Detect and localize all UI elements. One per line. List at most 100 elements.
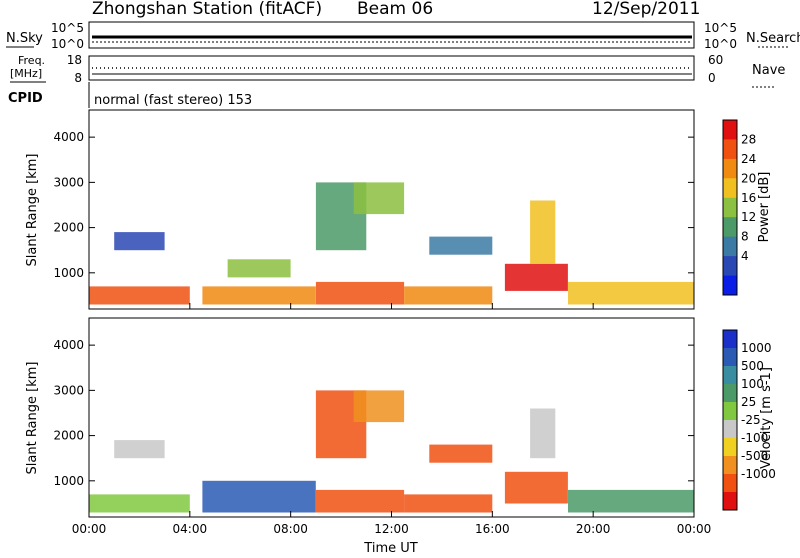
velocity-colorbar-tick-2: 100 (741, 377, 764, 391)
sky-left-tick-bottom: 10^0 (51, 37, 84, 51)
velocity-patches (89, 390, 694, 513)
power-colorbar-swatch-8 (723, 275, 737, 296)
power-x-ticks (88, 303, 695, 309)
station-title: Zhongshan Station (fitACF) (92, 0, 322, 19)
x-tick-label-6: 00:00 (677, 522, 712, 536)
velocity-patch-0 (89, 494, 190, 513)
power-colorbar-tick-6: 4 (741, 249, 749, 263)
freq-right-tick-top: 60 (708, 53, 723, 67)
power-patch-3 (227, 259, 291, 278)
power-colorbar-tick-1: 24 (741, 152, 756, 166)
velocity-colorbar-tick-3: 25 (741, 395, 756, 409)
sky-right-tick-top: 10^5 (704, 21, 737, 35)
velocity-ytick-label-1: 2000 (53, 429, 84, 443)
velocity-colorbar-tick-6: -500 (741, 449, 768, 463)
beam-label: Beam 06 (357, 0, 433, 19)
velocity-colorbar: 1000 500 100 25 -25 -100 -500 -1000 (722, 329, 776, 511)
x-tick-label-3: 12:00 (374, 522, 409, 536)
velocity-colorbar-swatch-9 (723, 492, 737, 511)
cpid-text: normal (fast stereo) 153 (94, 93, 252, 108)
power-ytick-label-3: 4000 (53, 130, 84, 144)
velocity-panel: 1000 2000 3000 4000 00:00 04:00 08:00 12:00 16:… (25, 317, 776, 536)
velocity-colorbar-swatch-0 (723, 330, 737, 349)
power-colorbar-tick-0: 28 (741, 132, 756, 146)
sky-panel: N.Sky 10^5 10^0 10^5 10^0 N.Search (6, 21, 800, 51)
x-tick-label-4: 16:00 (475, 522, 510, 536)
velocity-ytick-label-0: 1000 (53, 474, 84, 488)
power-patch-6 (353, 182, 405, 215)
power-colorbar-label: Power [dB] (757, 172, 772, 243)
velocity-colorbar-swatch-4 (723, 402, 737, 421)
velocity-colorbar-label: Velocity [m s-1] (759, 367, 774, 469)
velocity-patch-3 (315, 489, 405, 513)
velocity-colorbar-swatch-2 (723, 366, 737, 385)
velocity-colorbar-swatch-5 (723, 420, 737, 439)
velocity-patch-8 (504, 471, 568, 504)
power-patch-10 (530, 200, 556, 264)
power-patch-4 (315, 281, 405, 305)
power-colorbar-swatch-7 (723, 256, 737, 276)
freq-panel: Freq. [MHz] 18 8 60 0 Nave (10, 53, 785, 88)
power-colorbar-tick-4: 12 (741, 210, 756, 224)
power-colorbar-tick-5: 8 (741, 230, 749, 244)
power-patch-9 (504, 263, 568, 291)
power-ytick-label-1: 2000 (53, 221, 84, 235)
power-colorbar-swatch-3 (723, 178, 737, 199)
sky-right-label: N.Search (746, 31, 800, 46)
velocity-patch-6 (404, 494, 493, 513)
power-y-ticks: 1000 2000 3000 4000 (53, 130, 694, 280)
freq-left-tick-bottom: 8 (74, 71, 82, 85)
power-patch-11 (568, 281, 694, 305)
velocity-patch-9 (530, 408, 556, 459)
velocity-colorbar-swatch-7 (723, 456, 737, 475)
velocity-y-ticks: 1000 2000 3000 4000 (53, 338, 694, 488)
power-colorbar-swatch-2 (723, 158, 737, 179)
velocity-colorbar-swatch-6 (723, 438, 737, 457)
power-colorbar-tick-3: 16 (741, 191, 756, 205)
freq-left-label-1: Freq. (18, 54, 45, 67)
power-colorbar: 28 24 20 16 12 8 4 (722, 119, 756, 296)
velocity-colorbar-swatch-1 (723, 348, 737, 367)
x-tick-label-1: 04:00 (173, 522, 208, 536)
power-ytick-label-0: 1000 (53, 266, 84, 280)
power-colorbar-frame (722, 119, 738, 296)
velocity-colorbar-tick-4: -25 (741, 413, 761, 427)
power-patches (89, 182, 694, 305)
power-patch-1 (114, 232, 165, 251)
power-ylabel: Slant Range [km] (25, 154, 40, 267)
velocity-patch-10 (568, 489, 694, 513)
velocity-ytick-label-3: 4000 (53, 338, 84, 352)
cpid-row: CPID normal (fast stereo) 153 (8, 82, 252, 108)
freq-left-label-2: [MHz] (10, 67, 42, 80)
freq-right-label: Nave (752, 63, 785, 78)
velocity-patch-7 (429, 444, 493, 463)
x-tick-label-2: 08:00 (273, 522, 308, 536)
velocity-patch-5 (353, 390, 405, 423)
freq-left-tick-top: 18 (67, 53, 82, 67)
freq-right-tick-bottom: 0 (708, 71, 716, 85)
sky-right-tick-bottom: 10^0 (704, 37, 737, 51)
power-colorbar-swatch-6 (723, 236, 737, 257)
velocity-patch-2 (202, 480, 316, 513)
sky-left-tick-top: 10^5 (51, 21, 84, 35)
velocity-colorbar-swatch-3 (723, 384, 737, 403)
velocity-x-ticks: 00:00 04:00 08:00 12:00 16:00 20:00 00:00 (72, 511, 712, 536)
velocity-ytick-label-2: 3000 (53, 383, 84, 397)
power-colorbar-swatch-5 (723, 217, 737, 238)
power-patch-8 (429, 236, 493, 255)
sky-left-label: N.Sky (6, 31, 43, 46)
power-panel: 1000 2000 3000 4000 Slant Range [km] 28 24 20… (25, 109, 772, 310)
x-axis-label: Time UT (363, 541, 417, 554)
power-ytick-label-2: 3000 (53, 175, 84, 189)
velocity-colorbar-tick-7: -1000 (741, 467, 776, 481)
velocity-colorbar-tick-0: 1000 (741, 341, 772, 355)
power-colorbar-swatch-1 (723, 139, 737, 160)
velocity-patch-1 (114, 440, 165, 459)
velocity-colorbar-tick-1: 500 (741, 359, 764, 373)
power-colorbar-swatch-4 (723, 197, 737, 218)
x-tick-label-0: 00:00 (72, 522, 107, 536)
power-patch-7 (404, 286, 493, 305)
power-colorbar-tick-2: 20 (741, 171, 756, 185)
power-patch-0 (89, 286, 190, 305)
